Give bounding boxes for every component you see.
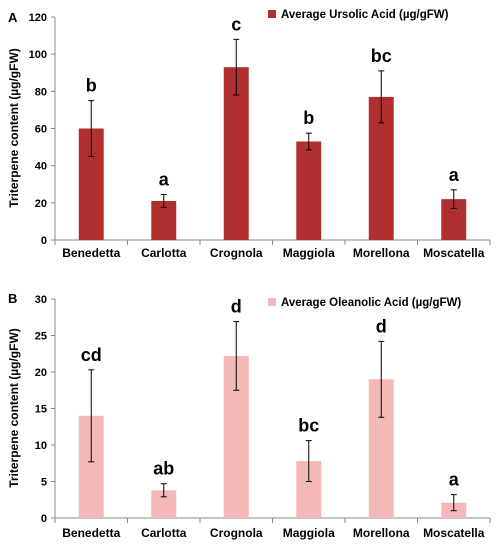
significance-letter: c [231, 14, 241, 34]
legend-swatch [268, 10, 276, 18]
x-tick-label: Carlotta [141, 246, 187, 260]
x-tick-label: Crognola [210, 526, 263, 540]
significance-letter: cd [81, 345, 102, 365]
significance-letter: b [303, 108, 314, 128]
significance-letter: a [449, 165, 460, 185]
x-tick-label: Benedetta [62, 526, 120, 540]
y-tick-label: 40 [35, 161, 47, 173]
x-tick-label: Morellona [353, 246, 410, 260]
y-tick-label: 0 [41, 235, 47, 247]
chart-ursolic-acid: A 0 20 40 60 80 100 120 Triterpene content (µg/g… [7, 9, 491, 260]
y-tick-label: 20 [35, 367, 47, 379]
x-tick-label: Morellona [353, 526, 410, 540]
y-axis-label: Triterpene content (µg/gFW) [7, 328, 21, 488]
chart-oleanolic-acid: B 0 5 10 15 20 25 30 Triterpene content (µg/gFW)… [7, 291, 491, 540]
panel-label: B [8, 291, 17, 306]
legend-label: Average Oleanolic Acid (µg/gFW) [281, 297, 461, 309]
panel-label: A [8, 10, 18, 25]
y-tick-label: 0 [41, 513, 47, 525]
y-tick-label: 20 [35, 198, 47, 210]
y-tick-label: 60 [35, 124, 47, 136]
y-axis-label: Triterpene content (µg/gFW) [7, 48, 21, 208]
significance-letter: d [376, 316, 387, 336]
significance-letter: a [159, 169, 170, 189]
bar [223, 67, 249, 240]
significance-letter: bc [298, 416, 319, 436]
y-tick-label: 15 [35, 404, 47, 416]
x-tick-label: Benedetta [62, 246, 120, 260]
y-tick-label: 100 [29, 49, 47, 61]
x-tick-label: Crognola [210, 246, 263, 260]
y-tick-label: 10 [35, 440, 47, 452]
x-tick-label: Maggiola [283, 526, 335, 540]
x-tick-label: Moscatella [423, 526, 485, 540]
legend-swatch [268, 298, 276, 306]
significance-letter: d [231, 297, 242, 317]
y-tick-label: 80 [35, 86, 47, 98]
x-tick-label: Moscatella [423, 246, 485, 260]
significance-letter: bc [371, 46, 392, 66]
y-tick-label: 30 [35, 294, 47, 306]
significance-letter: ab [153, 459, 174, 479]
x-tick-label: Maggiola [283, 246, 335, 260]
y-tick-label: 120 [29, 12, 47, 24]
legend-label: Average Ursolic Acid (µg/gFW) [281, 9, 449, 21]
significance-letter: a [449, 470, 460, 490]
x-tick-label: Carlotta [141, 526, 187, 540]
bar [296, 141, 322, 240]
y-tick-label: 25 [35, 331, 47, 343]
significance-letter: b [86, 76, 97, 96]
y-tick-label: 5 [41, 477, 47, 489]
